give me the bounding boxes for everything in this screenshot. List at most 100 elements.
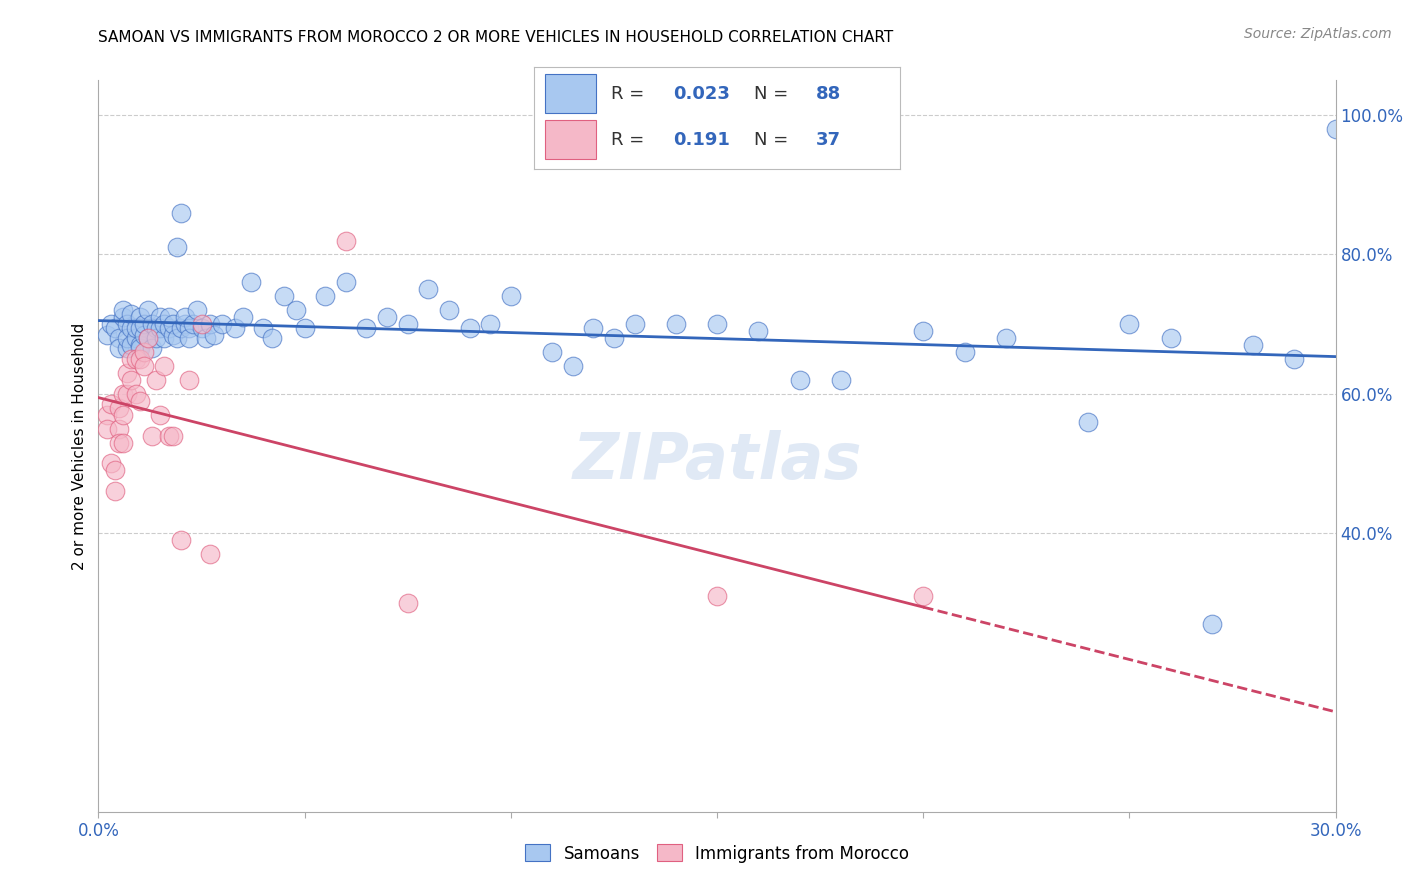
Point — [153, 359, 176, 373]
Point — [273, 289, 295, 303]
Point — [375, 310, 398, 325]
Point — [120, 338, 142, 352]
Point — [149, 310, 172, 325]
Text: R =: R = — [612, 85, 650, 103]
Point — [830, 373, 852, 387]
Point — [335, 234, 357, 248]
Point — [396, 596, 419, 610]
Point — [458, 320, 481, 334]
Point — [174, 317, 197, 331]
Point — [124, 386, 146, 401]
Point — [153, 331, 176, 345]
Point — [789, 373, 811, 387]
Point — [120, 373, 142, 387]
Point — [1201, 616, 1223, 631]
Point — [112, 408, 135, 422]
Point — [211, 317, 233, 331]
Point — [100, 397, 122, 411]
Point — [174, 310, 197, 325]
Point — [128, 320, 150, 334]
Text: 37: 37 — [815, 131, 841, 149]
Point — [1118, 317, 1140, 331]
Point — [437, 303, 460, 318]
Point — [117, 342, 139, 356]
Point — [128, 342, 150, 356]
Point — [124, 351, 146, 366]
Point — [149, 320, 172, 334]
Point — [100, 457, 122, 471]
Point — [561, 359, 583, 373]
Point — [157, 310, 180, 325]
Point — [179, 331, 201, 345]
Point — [747, 324, 769, 338]
Point — [499, 289, 522, 303]
Text: 0.023: 0.023 — [673, 85, 730, 103]
Point — [128, 351, 150, 366]
Point — [141, 317, 163, 331]
Point — [170, 205, 193, 219]
Point — [112, 303, 135, 318]
Point — [252, 320, 274, 334]
Point — [994, 331, 1017, 345]
Point — [706, 589, 728, 603]
Point — [104, 484, 127, 499]
Point — [541, 345, 564, 359]
Point — [108, 401, 131, 415]
Legend: Samoans, Immigrants from Morocco: Samoans, Immigrants from Morocco — [519, 838, 915, 869]
Point — [166, 331, 188, 345]
Point — [1324, 122, 1347, 136]
Point — [198, 547, 221, 561]
Point — [240, 275, 263, 289]
Point — [120, 307, 142, 321]
Point — [190, 320, 212, 334]
Point — [170, 533, 193, 547]
Point — [1284, 351, 1306, 366]
Point — [194, 331, 217, 345]
Point — [186, 303, 208, 318]
Point — [136, 303, 159, 318]
Point — [1077, 415, 1099, 429]
Point — [396, 317, 419, 331]
Point — [170, 320, 193, 334]
Text: R =: R = — [612, 131, 655, 149]
Point — [100, 317, 122, 331]
Point — [117, 366, 139, 380]
Point — [157, 320, 180, 334]
Point — [132, 345, 155, 359]
Point — [104, 320, 127, 334]
Point — [181, 317, 204, 331]
Point — [162, 428, 184, 442]
Point — [582, 320, 605, 334]
Y-axis label: 2 or more Vehicles in Household: 2 or more Vehicles in Household — [72, 322, 87, 570]
Point — [479, 317, 502, 331]
Point — [132, 327, 155, 342]
Point — [112, 435, 135, 450]
Point — [108, 331, 131, 345]
Text: N =: N = — [754, 85, 793, 103]
Point — [623, 317, 645, 331]
Point — [1160, 331, 1182, 345]
Point — [132, 317, 155, 331]
Point — [124, 331, 146, 345]
Point — [96, 327, 118, 342]
Text: SAMOAN VS IMMIGRANTS FROM MOROCCO 2 OR MORE VEHICLES IN HOUSEHOLD CORRELATION CH: SAMOAN VS IMMIGRANTS FROM MOROCCO 2 OR M… — [98, 29, 894, 45]
Point — [128, 310, 150, 325]
Point — [128, 338, 150, 352]
Text: 88: 88 — [815, 85, 841, 103]
Point — [96, 421, 118, 435]
Point — [96, 408, 118, 422]
Point — [603, 331, 626, 345]
Point — [149, 408, 172, 422]
Point — [356, 320, 378, 334]
Point — [153, 317, 176, 331]
Point — [112, 386, 135, 401]
Point — [190, 317, 212, 331]
Point — [953, 345, 976, 359]
Point — [104, 463, 127, 477]
Point — [418, 282, 440, 296]
Point — [665, 317, 688, 331]
Point — [108, 421, 131, 435]
Point — [912, 589, 935, 603]
Point — [108, 342, 131, 356]
Point — [124, 320, 146, 334]
